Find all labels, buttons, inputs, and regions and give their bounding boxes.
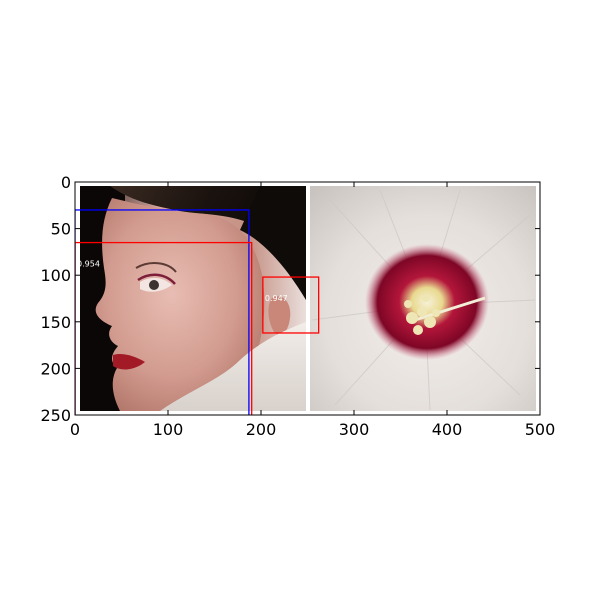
axis-ticks: 0 100 200 300 400 500 0 50 100 150 200 250 xyxy=(40,173,555,439)
axes-frame xyxy=(74,181,541,416)
blue-detection-box xyxy=(75,209,250,415)
detection-score-label: 0.947 xyxy=(265,294,288,303)
y-tick-label: 200 xyxy=(40,359,71,378)
y-tick-label: 150 xyxy=(40,313,71,332)
detection-score-label: 0.954 xyxy=(77,260,100,269)
hibiscus-flower-photo xyxy=(310,186,536,411)
x-tick-label: 400 xyxy=(432,420,463,439)
x-tick-label: 0 xyxy=(70,420,80,439)
y-tick-label: 0 xyxy=(61,173,71,192)
y-tick-label: 250 xyxy=(40,406,71,425)
x-tick-label: 500 xyxy=(525,420,556,439)
x-tick-label: 100 xyxy=(153,420,184,439)
red-detection-box-ear xyxy=(262,276,320,334)
x-tick-label: 300 xyxy=(339,420,370,439)
x-tick-label: 200 xyxy=(246,420,277,439)
y-tick-label: 100 xyxy=(40,266,71,285)
y-tick-label: 50 xyxy=(51,220,71,239)
detection-boxes: 0.954 0.947 xyxy=(75,209,320,415)
face-photo xyxy=(80,186,306,411)
red-detection-box xyxy=(75,241,253,415)
